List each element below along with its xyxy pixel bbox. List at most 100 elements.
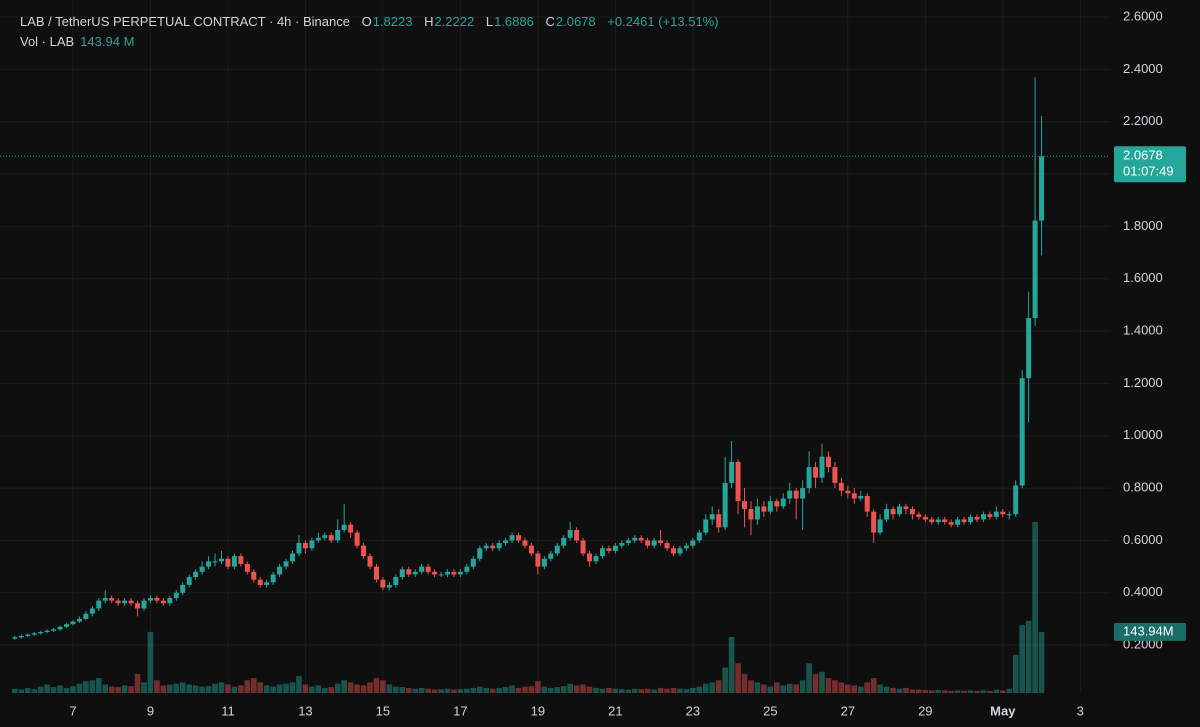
volume-bar <box>405 687 412 693</box>
candle-body <box>160 600 166 604</box>
candle-body <box>264 582 270 585</box>
candle-body <box>386 584 392 588</box>
candle-body <box>606 548 612 551</box>
volume-bar <box>767 686 774 693</box>
volume-bar <box>644 688 651 693</box>
candle-body <box>44 630 50 633</box>
volume-bar <box>948 690 954 693</box>
volume-bar <box>205 686 212 693</box>
candle-body <box>109 598 115 601</box>
x-tick-label: 13 <box>298 703 312 718</box>
open-value: 1.8223 <box>372 14 413 29</box>
candle-body <box>632 537 638 541</box>
candle-body <box>574 529 580 541</box>
volume-bar <box>548 687 554 693</box>
candle-body <box>206 561 212 567</box>
volume-bar <box>63 687 70 693</box>
volume-bar <box>476 686 483 693</box>
volume-bar <box>664 688 670 693</box>
volume-bar <box>922 690 929 693</box>
volume-bar <box>270 686 276 693</box>
y-tick-label: 1.6000 <box>1123 270 1163 285</box>
legend: LAB / TetherUS PERPETUAL CONTRACT · 4h ·… <box>20 12 727 52</box>
candle-body <box>470 558 476 567</box>
candle-body <box>102 598 108 601</box>
volume-bar <box>334 683 341 693</box>
volume-legend: Vol · LAB 143.94 M <box>20 32 727 52</box>
candle-body <box>419 566 425 572</box>
volume-bar <box>832 680 838 693</box>
volume-bar <box>916 689 922 693</box>
candle-body <box>638 537 644 541</box>
candle-body <box>722 482 728 528</box>
volume-bar <box>670 687 677 693</box>
volume-bar <box>909 689 916 693</box>
y-tick-label: 1.8000 <box>1123 218 1163 233</box>
candle-body <box>1000 511 1006 515</box>
candle-body <box>503 540 509 544</box>
candle-body <box>57 626 63 630</box>
candle-body <box>619 543 625 546</box>
volume-bar <box>167 684 173 693</box>
volume-bar <box>37 686 44 693</box>
candle-body <box>774 501 780 507</box>
volume-bar <box>128 686 134 693</box>
candle-body <box>742 501 748 510</box>
volume-bar <box>761 684 767 693</box>
candle-body <box>587 553 593 562</box>
candle-body <box>167 598 173 604</box>
candle-body <box>509 535 515 541</box>
volume-bar <box>302 684 309 693</box>
volume-bar <box>115 687 121 693</box>
candle-body <box>64 624 70 627</box>
volume-bar <box>599 688 606 693</box>
volume-bar <box>502 687 509 693</box>
volume-bar <box>954 690 961 693</box>
candle-body <box>561 537 567 546</box>
y-tick-label: 0.6000 <box>1123 532 1163 547</box>
volume-bar <box>903 687 909 693</box>
volume-bar <box>95 678 102 693</box>
volume-bar <box>774 682 780 693</box>
volume-bar <box>444 688 451 693</box>
candle-body <box>354 532 360 546</box>
candle-body <box>677 548 683 554</box>
candle-body <box>864 495 870 512</box>
volume-bar <box>470 687 477 693</box>
change: +0.2461 (+13.51%) <box>607 14 719 29</box>
volume-bar <box>321 687 328 693</box>
volume-bar <box>786 683 793 693</box>
candle-body <box>554 545 560 554</box>
candle-body <box>1026 317 1032 379</box>
volume-bar <box>257 682 264 693</box>
volume-bar <box>509 685 515 693</box>
candle-body <box>444 571 450 575</box>
candle-body <box>625 540 631 544</box>
volume-bar <box>70 686 76 693</box>
candle-body <box>231 556 237 567</box>
volume-bar <box>560 686 567 693</box>
candle-body <box>451 571 457 575</box>
volume-bar <box>225 684 231 693</box>
candle-body <box>315 537 321 541</box>
volume-bar <box>418 687 425 693</box>
volume-bar <box>263 685 270 693</box>
candle-body <box>115 600 121 604</box>
volume-bar <box>412 688 419 693</box>
candle-body <box>38 632 44 634</box>
candle-body <box>122 600 128 604</box>
candle-body <box>793 490 799 499</box>
candle-body <box>683 545 689 549</box>
x-tick-label: 7 <box>69 703 76 718</box>
candle-body <box>890 509 896 515</box>
volume-bar <box>1006 688 1013 693</box>
candle-body <box>670 548 676 554</box>
candle-body <box>490 545 496 549</box>
candle-body <box>483 545 489 549</box>
volume-bar <box>108 686 115 693</box>
candle-body <box>729 461 735 483</box>
volume-bar <box>179 682 186 693</box>
candle-body <box>83 613 89 619</box>
volume-bar <box>218 682 225 693</box>
candle-body <box>238 556 244 564</box>
